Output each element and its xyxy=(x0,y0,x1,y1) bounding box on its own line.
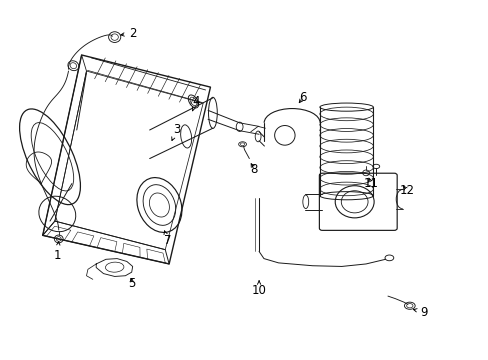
Text: 9: 9 xyxy=(413,306,427,319)
Text: 3: 3 xyxy=(171,123,180,140)
Text: 8: 8 xyxy=(250,163,257,176)
Text: 4: 4 xyxy=(192,95,199,111)
Text: 10: 10 xyxy=(251,281,266,297)
Text: 12: 12 xyxy=(399,184,414,197)
Text: 7: 7 xyxy=(163,231,171,247)
Text: 5: 5 xyxy=(128,277,135,290)
Text: 11: 11 xyxy=(363,177,378,190)
Text: 2: 2 xyxy=(121,27,136,40)
Text: 6: 6 xyxy=(299,91,306,104)
Text: 1: 1 xyxy=(54,242,61,261)
